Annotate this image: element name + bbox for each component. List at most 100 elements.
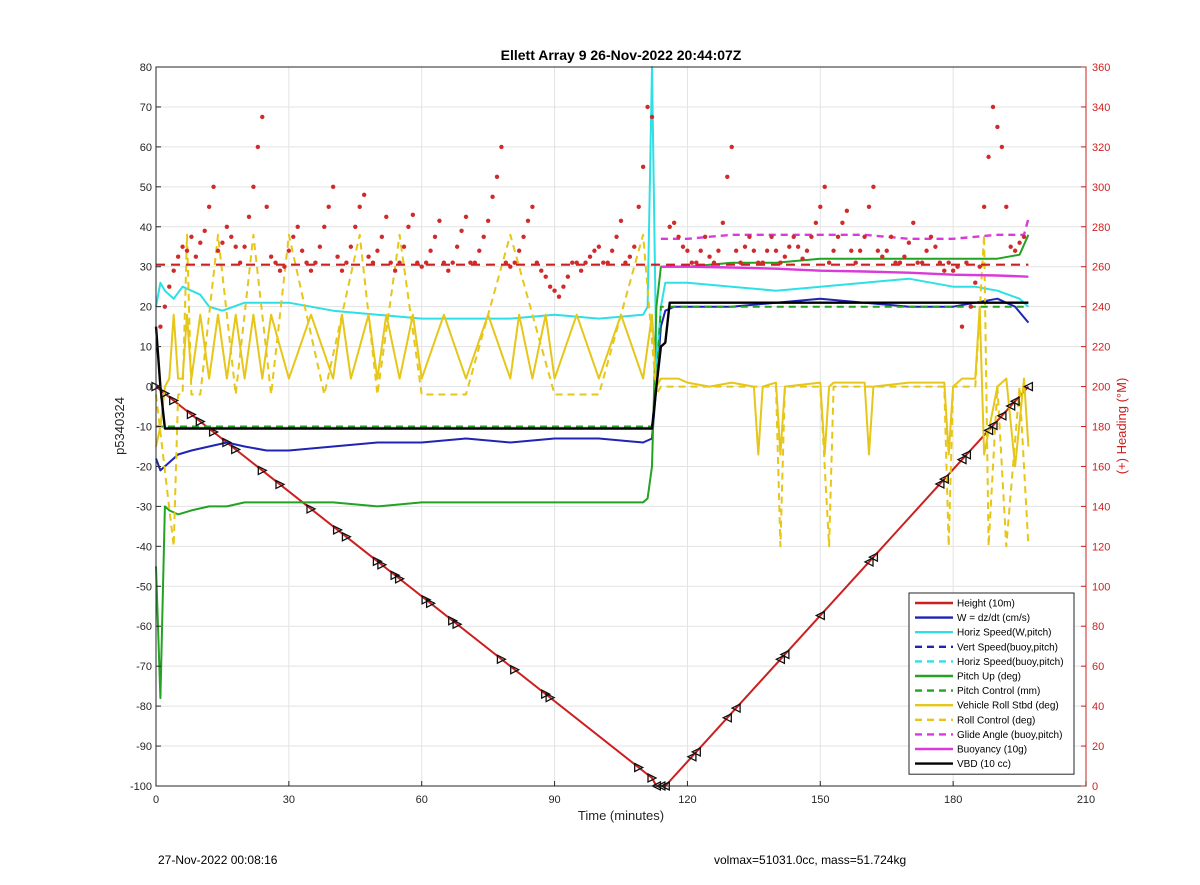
heading-point <box>198 240 203 245</box>
heading-point <box>291 234 296 239</box>
heading-point <box>986 154 991 160</box>
heading-point <box>800 256 805 261</box>
y-right-tick-label: 260 <box>1092 262 1110 274</box>
height-marker <box>452 619 463 630</box>
heading-point <box>782 254 788 259</box>
heading-point <box>977 264 982 269</box>
height-marker <box>987 420 998 431</box>
heading-point <box>795 244 801 249</box>
heading-point <box>547 284 553 289</box>
height-marker <box>186 409 197 420</box>
heading-point <box>206 204 212 210</box>
heading-point <box>906 240 912 245</box>
heading-point <box>849 248 854 253</box>
y-tick-label: -10 <box>136 422 152 434</box>
heading-point <box>818 204 823 210</box>
y-tick-label: 10 <box>140 342 152 354</box>
heading-point <box>583 260 588 265</box>
heading-point <box>366 254 371 259</box>
height-marker <box>938 474 949 485</box>
height-marker <box>779 649 790 660</box>
y-tick-label: -70 <box>136 661 152 673</box>
heading-point <box>313 260 318 265</box>
y-tick-label: -90 <box>136 741 152 753</box>
y-right-tick-label: 360 <box>1092 62 1110 74</box>
height-marker <box>275 479 286 490</box>
heading-point <box>521 234 526 239</box>
y-right-tick-label: 280 <box>1092 222 1110 234</box>
heading-point <box>911 220 916 225</box>
y-tick-label: 60 <box>140 142 152 154</box>
y-axis-right-label: (+) Heading (°M) <box>1114 378 1129 475</box>
height-marker <box>814 610 825 621</box>
series-roll_stbd <box>155 305 1030 468</box>
heading-point <box>725 174 730 180</box>
heading-point <box>791 234 796 239</box>
heading-point <box>437 218 442 223</box>
heading-point <box>671 220 677 225</box>
heading-point <box>592 248 597 253</box>
height-marker <box>634 762 645 773</box>
heading-point <box>459 228 464 233</box>
heading-point <box>875 248 881 253</box>
heading-point <box>282 264 287 269</box>
height-marker <box>934 478 945 490</box>
legend-label: W = dz/dt (cm/s) <box>957 613 1030 624</box>
height-marker <box>647 772 658 784</box>
height-marker <box>1022 381 1034 392</box>
heading-point <box>574 260 579 265</box>
heading-point <box>614 234 619 239</box>
y-axis-label: p5340324 <box>112 397 127 455</box>
heading-point <box>946 260 951 265</box>
heading-point <box>844 208 850 213</box>
heading-point <box>667 224 672 229</box>
x-tick-label: 210 <box>1077 794 1095 806</box>
y-tick-label: 70 <box>140 102 152 114</box>
heading-point <box>202 228 207 233</box>
height-marker <box>332 524 344 535</box>
heading-point <box>175 254 181 259</box>
height-marker <box>730 703 741 714</box>
y-tick-label: 20 <box>140 302 152 314</box>
y-right-tick-label: 320 <box>1092 142 1110 154</box>
heading-point <box>981 204 987 210</box>
heading-point <box>990 104 996 110</box>
heading-point <box>933 244 938 249</box>
heading-point <box>835 234 841 239</box>
legend-label: Horiz Speed(W,pitch) <box>957 628 1051 639</box>
heading-point <box>220 240 225 245</box>
legend-label: Glide Angle (buoy,pitch) <box>957 730 1062 741</box>
y-right-tick-label: 180 <box>1092 422 1110 434</box>
y-tick-label: -60 <box>136 621 152 633</box>
heading-point <box>919 260 925 265</box>
height-marker <box>510 664 521 675</box>
legend-box <box>908 592 1075 775</box>
footer-timestamp: 27-Nov-2022 00:08:16 <box>158 853 278 867</box>
heading-point <box>326 204 331 210</box>
heading-point <box>490 194 495 200</box>
heading-point <box>609 248 615 253</box>
height-marker <box>545 692 556 703</box>
heading-point <box>516 248 522 253</box>
heading-point <box>605 260 610 265</box>
heading-point <box>472 260 478 265</box>
x-tick-label: 150 <box>811 794 829 806</box>
series-pitch_up <box>155 234 1030 700</box>
right-axis-ticks: 0 20 40 60 80 100 120 140 160 180 200 220 240 260 280 3… <box>1081 62 1110 793</box>
y-right-tick-label: 240 <box>1092 302 1110 314</box>
heading-point <box>857 248 863 253</box>
heading-point <box>685 248 690 253</box>
height-marker <box>195 416 206 427</box>
y-right-tick-label: 60 <box>1092 661 1104 673</box>
height-marker <box>983 425 994 436</box>
heading-point <box>618 218 624 223</box>
heading-point <box>973 280 978 285</box>
heading-point <box>419 264 424 269</box>
legend-label: Roll Control (deg) <box>957 715 1035 726</box>
y-right-tick-label: 20 <box>1092 741 1104 753</box>
heading-point <box>410 212 416 217</box>
heading-point <box>273 260 278 265</box>
heading-point <box>304 260 309 265</box>
height-marker <box>496 654 507 665</box>
heading-point <box>406 224 411 229</box>
